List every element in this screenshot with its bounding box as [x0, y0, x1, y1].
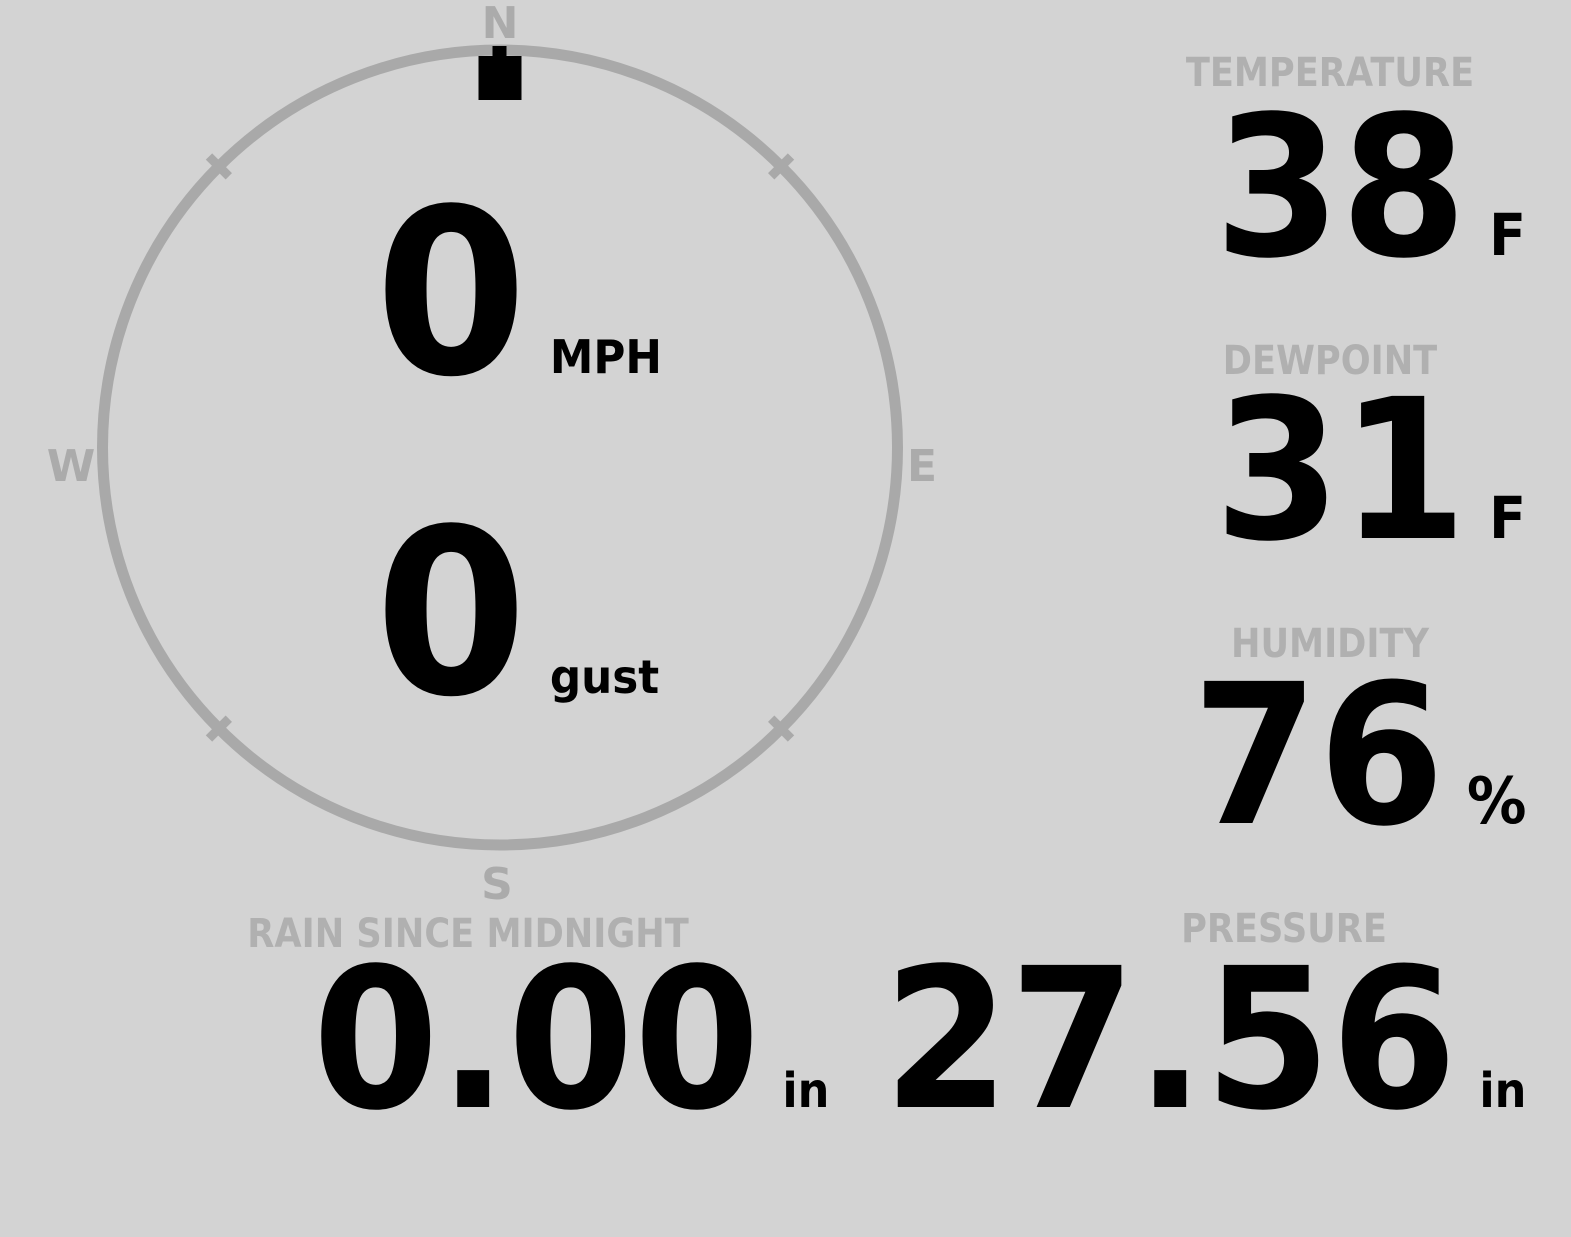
rain-label: RAIN SINCE MIDNIGHT: [247, 911, 689, 957]
dewpoint-label: DEWPOINT: [1222, 338, 1438, 384]
rain-readout: 0.00 in: [292, 942, 850, 1137]
wind-direction-marker: [478, 46, 522, 100]
temperature-label: TEMPERATURE: [1185, 50, 1475, 96]
wind-speed-readout: 0 MPH: [375, 180, 662, 410]
pressure-readout: 27.56 in: [883, 942, 1526, 1137]
compass-tick-se: [768, 715, 795, 742]
compass-tick-ne: [768, 153, 795, 180]
rain-unit: in: [782, 1063, 830, 1119]
humidity-value: 76: [1191, 642, 1445, 869]
compass-label-west: W: [47, 441, 96, 492]
pressure-unit: in: [1478, 1063, 1526, 1119]
wind-gust-unit: gust: [549, 650, 660, 704]
humidity-label: HUMIDITY: [1231, 621, 1429, 667]
temperature-readout: 38 F: [1214, 90, 1526, 285]
rain-value: 0.00: [312, 926, 761, 1153]
humidity-unit: %: [1466, 765, 1526, 839]
dewpoint-value: 31: [1214, 357, 1467, 584]
dewpoint-readout: 31 F: [1214, 373, 1526, 568]
wind-compass: N E S W: [47, 0, 937, 910]
pressure-value: 27.56: [882, 926, 1457, 1153]
pressure-label: PRESSURE: [1181, 906, 1387, 952]
humidity-readout: 76 %: [1192, 658, 1526, 853]
compass-tick-nw: [205, 153, 232, 180]
compass-tick-sw: [205, 715, 232, 742]
temperature-value: 38: [1214, 74, 1467, 301]
wind-speed-unit: MPH: [549, 330, 662, 384]
wind-gust-readout: 0 gust: [375, 500, 659, 730]
temperature-unit: F: [1489, 201, 1526, 269]
wind-speed-value: 0: [375, 161, 528, 428]
compass-label-north: N: [482, 0, 519, 49]
compass-label-south: S: [481, 859, 513, 910]
dewpoint-unit: F: [1489, 484, 1526, 552]
wind-gust-value: 0: [375, 481, 528, 748]
compass-label-east: E: [907, 441, 937, 492]
